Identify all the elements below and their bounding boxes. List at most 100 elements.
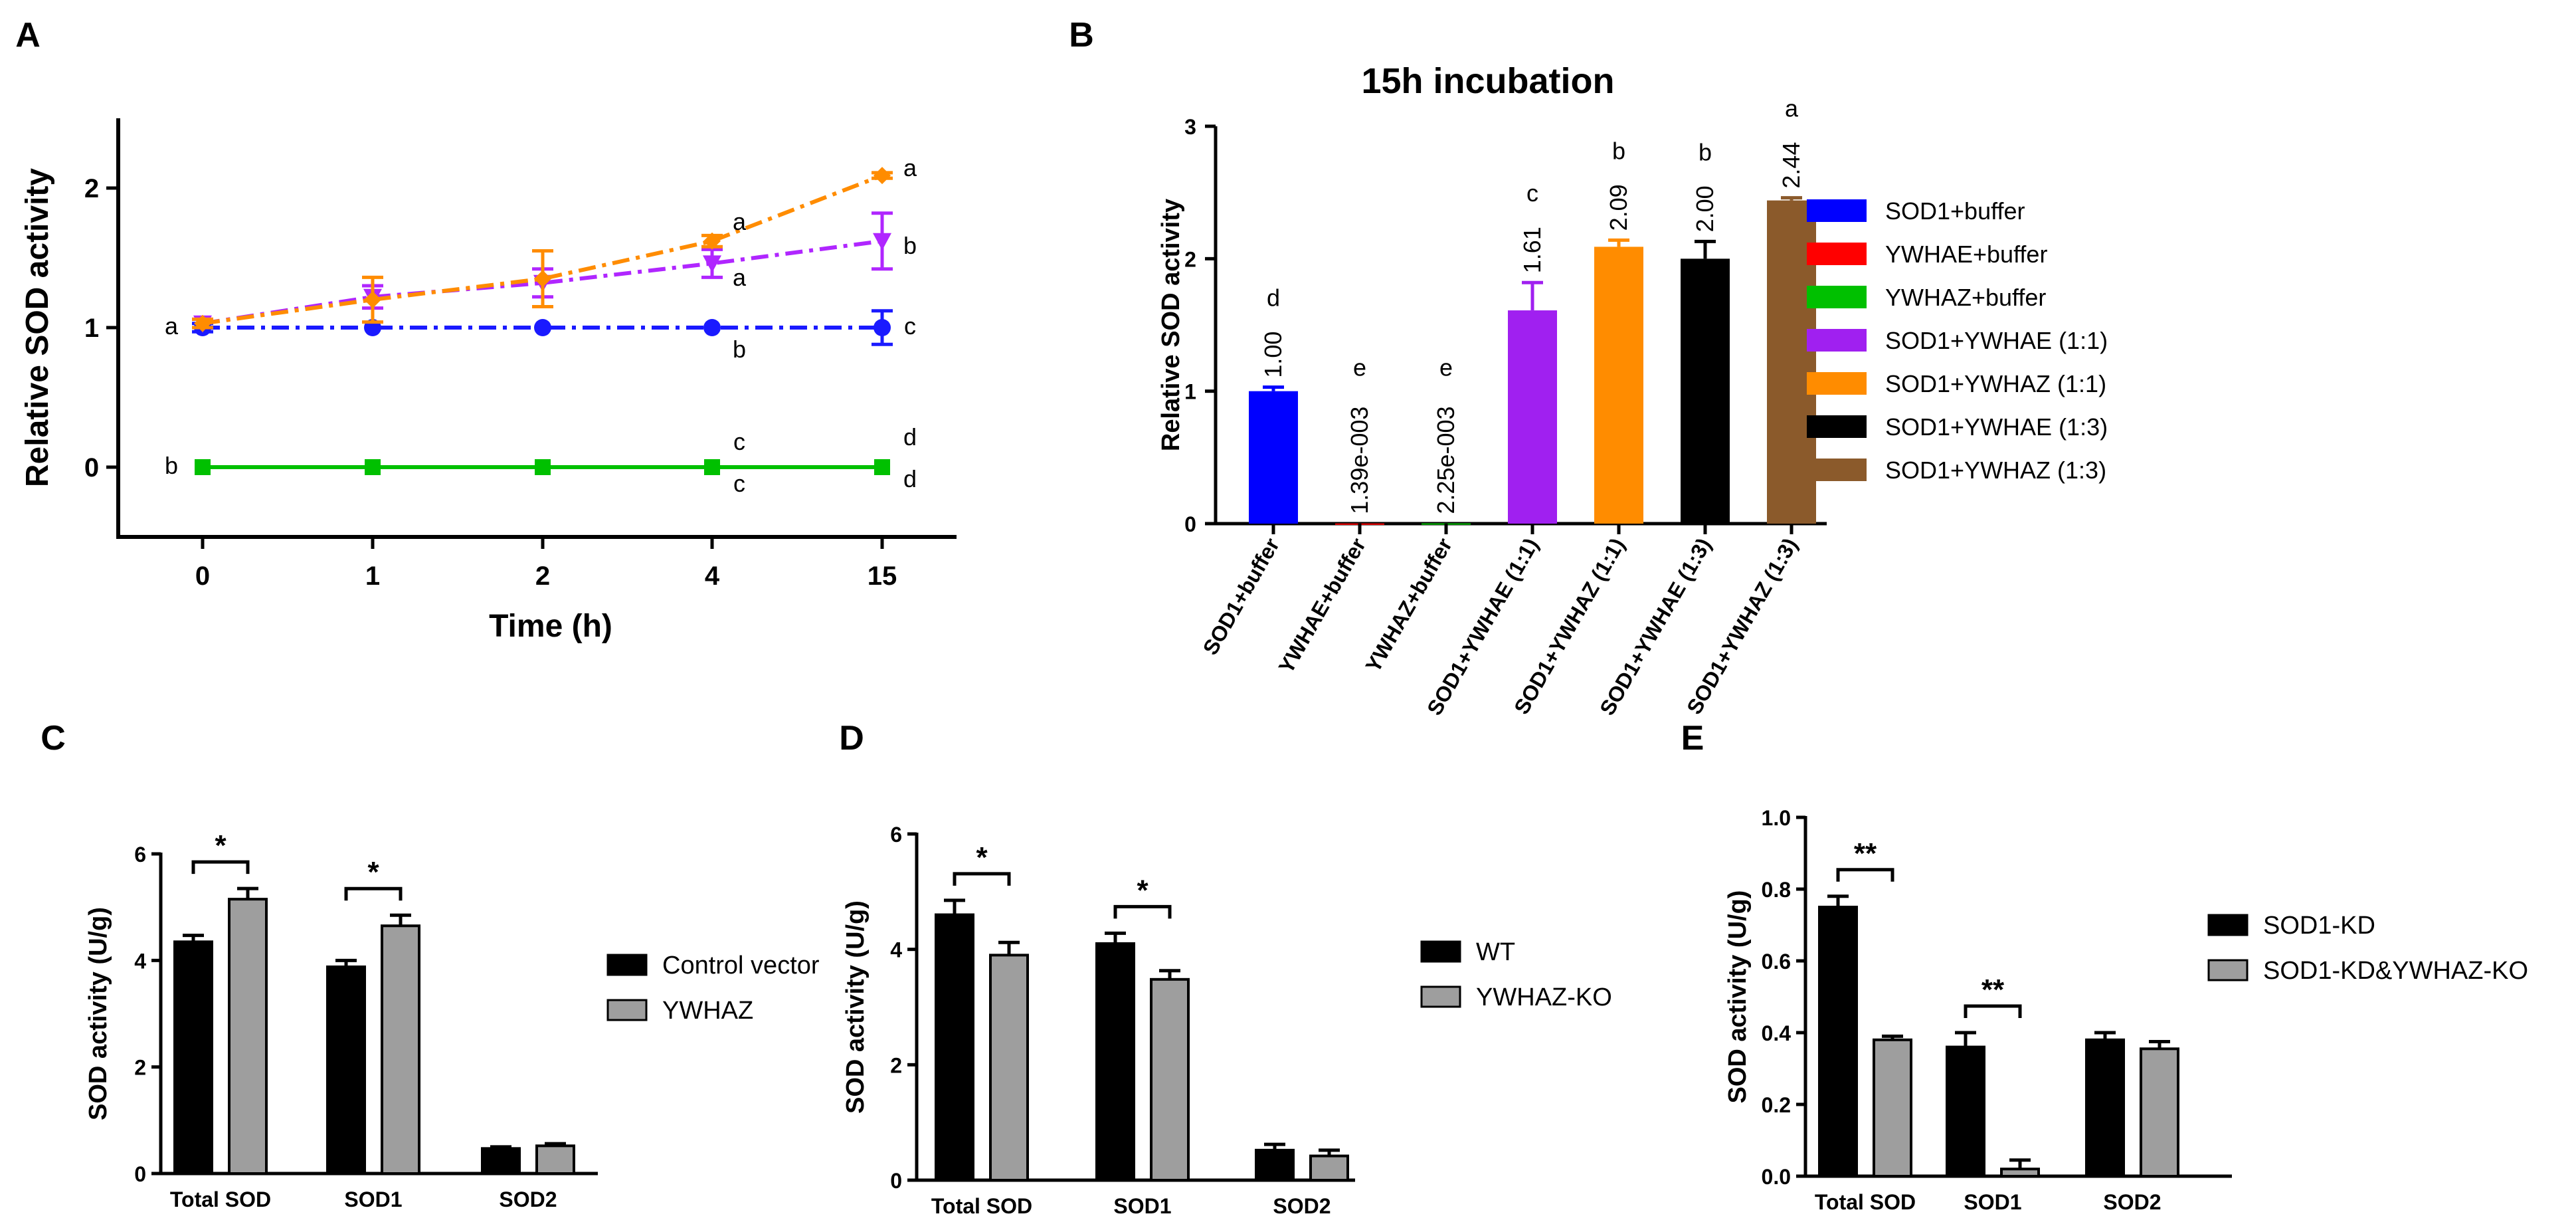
- significance-letter: d: [903, 465, 917, 492]
- y-tick-label: 0: [1184, 512, 1196, 536]
- value-label: 1.61: [1518, 227, 1546, 273]
- bar: [2140, 1047, 2179, 1178]
- data-point: [534, 319, 551, 336]
- legend-label: SOD1-KD: [2263, 912, 2375, 940]
- x-tick-label: 4: [705, 562, 720, 591]
- y-tick-label: 0.0: [1762, 1165, 1791, 1189]
- x-tick-label: 0: [195, 562, 210, 591]
- panel-label-e: E: [1681, 719, 1704, 758]
- x-tick-label: SOD2: [2103, 1190, 2161, 1214]
- y-axis-title: SOD activity (U/g): [84, 907, 112, 1120]
- value-label: 2.00: [1691, 185, 1718, 232]
- legend-swatch: [1807, 459, 1867, 481]
- y-tick-label: 1: [1184, 380, 1196, 404]
- panel-label-c: C: [41, 719, 66, 758]
- significance-letter: a: [733, 208, 747, 235]
- bar: [1594, 247, 1643, 524]
- significance-bracket: [1113, 904, 1172, 919]
- x-tick-label: SOD1+buffer: [1198, 534, 1284, 659]
- data-point: [703, 255, 721, 273]
- significance-letter: e: [1439, 354, 1453, 381]
- y-tick-label: 4: [890, 938, 902, 962]
- data-point: [365, 459, 381, 475]
- panel-e: E 0.0 0.2 0.4 0.6 0.8 1.0 SOD activity (U/g) Tot…: [1681, 719, 2528, 1214]
- y-tick-label: 4: [134, 949, 146, 973]
- panel-label-a: A: [15, 16, 41, 54]
- legend-label: Control vector: [662, 952, 820, 979]
- bar: [1249, 391, 1298, 524]
- value-label: 1.39e-003: [1346, 407, 1373, 514]
- data-point: [874, 319, 891, 336]
- data-point: [534, 270, 551, 288]
- significance-marker: *: [215, 829, 227, 862]
- legend-label: SOD1-KD&YWHAZ-KO: [2263, 957, 2528, 985]
- significance-letter: c: [1526, 179, 1538, 207]
- significance-marker: *: [1137, 874, 1149, 906]
- bar: [935, 913, 974, 1181]
- y-tick-label: 2: [890, 1053, 902, 1077]
- value-label: 2.09: [1605, 184, 1632, 231]
- y-axis-title: Relative SOD activity: [1157, 199, 1185, 451]
- data-point: [873, 233, 891, 251]
- y-axis-title: SOD activity (U/g): [842, 900, 870, 1114]
- x-tick-label: SOD2: [499, 1187, 557, 1211]
- x-tick-label: SOD1: [344, 1187, 402, 1211]
- significance-letter: a: [733, 264, 747, 291]
- significance-marker: *: [976, 841, 988, 874]
- data-point: [874, 459, 890, 475]
- legend-swatch: [1807, 286, 1867, 308]
- legend-swatch: [2207, 959, 2249, 981]
- legend-label: YWHAZ+buffer: [1885, 284, 2046, 311]
- y-tick-label: 0: [84, 453, 99, 482]
- significance-letter: b: [903, 232, 917, 259]
- significance-marker: **: [1854, 837, 1877, 870]
- value-label: 2.25e-003: [1432, 406, 1459, 514]
- panel-b: B 15h incubation 0 1 2 3 Relative SOD activity…: [1069, 16, 2108, 720]
- legend-swatch: [1807, 372, 1867, 395]
- significance-bracket: [1964, 1004, 2022, 1018]
- significance-bracket: [953, 872, 1011, 886]
- y-tick-label: 3: [1184, 115, 1196, 139]
- y-tick-label: 0.8: [1762, 878, 1791, 902]
- significance-letter: d: [1267, 284, 1280, 312]
- legend-swatch: [1420, 940, 1461, 963]
- y-tick-label: 6: [890, 823, 902, 847]
- panel-label-b: B: [1069, 16, 1094, 54]
- value-label: 1.00: [1259, 332, 1287, 378]
- bar: [326, 965, 366, 1176]
- legend-swatch: [1807, 415, 1867, 438]
- bar: [1095, 942, 1135, 1181]
- x-tick-label: SOD1: [1113, 1194, 1171, 1218]
- significance-bracket: [1836, 868, 1894, 882]
- y-tick-label: 2: [1184, 247, 1196, 271]
- bar: [1946, 1045, 1985, 1178]
- x-tick-label: SOD2: [1273, 1194, 1331, 1218]
- significance-letter: b: [1699, 138, 1712, 165]
- legend-swatch: [606, 954, 648, 976]
- significance-letter: a: [903, 154, 917, 181]
- data-point: [703, 319, 721, 336]
- value-label: 2.44: [1778, 142, 1805, 189]
- data-point: [535, 459, 551, 475]
- y-tick-label: 6: [134, 843, 146, 867]
- y-tick-label: 0.4: [1762, 1021, 1792, 1045]
- chart-title: 15h incubation: [1361, 61, 1614, 101]
- significance-letter: b: [165, 452, 178, 479]
- bar: [1681, 258, 1730, 524]
- significance-letter: c: [904, 312, 916, 340]
- bar: [1255, 1148, 1295, 1182]
- data-point: [364, 291, 381, 308]
- bar: [173, 940, 213, 1176]
- legend-label: SOD1+YWHAE (1:3): [1885, 413, 2108, 441]
- significance-letter: e: [1353, 354, 1366, 381]
- x-tick-label: YWHAZ+buffer: [1361, 534, 1457, 676]
- significance-letter: c: [733, 470, 745, 497]
- significance-marker: *: [367, 856, 379, 888]
- data-point: [195, 459, 211, 475]
- legend-swatch: [1420, 985, 1461, 1008]
- series-line-sod1-ywhaz-1-1-: [202, 173, 883, 326]
- legend-swatch: [606, 999, 648, 1021]
- legend-swatch: [1807, 199, 1867, 222]
- legend-label: YWHAZ: [662, 997, 753, 1025]
